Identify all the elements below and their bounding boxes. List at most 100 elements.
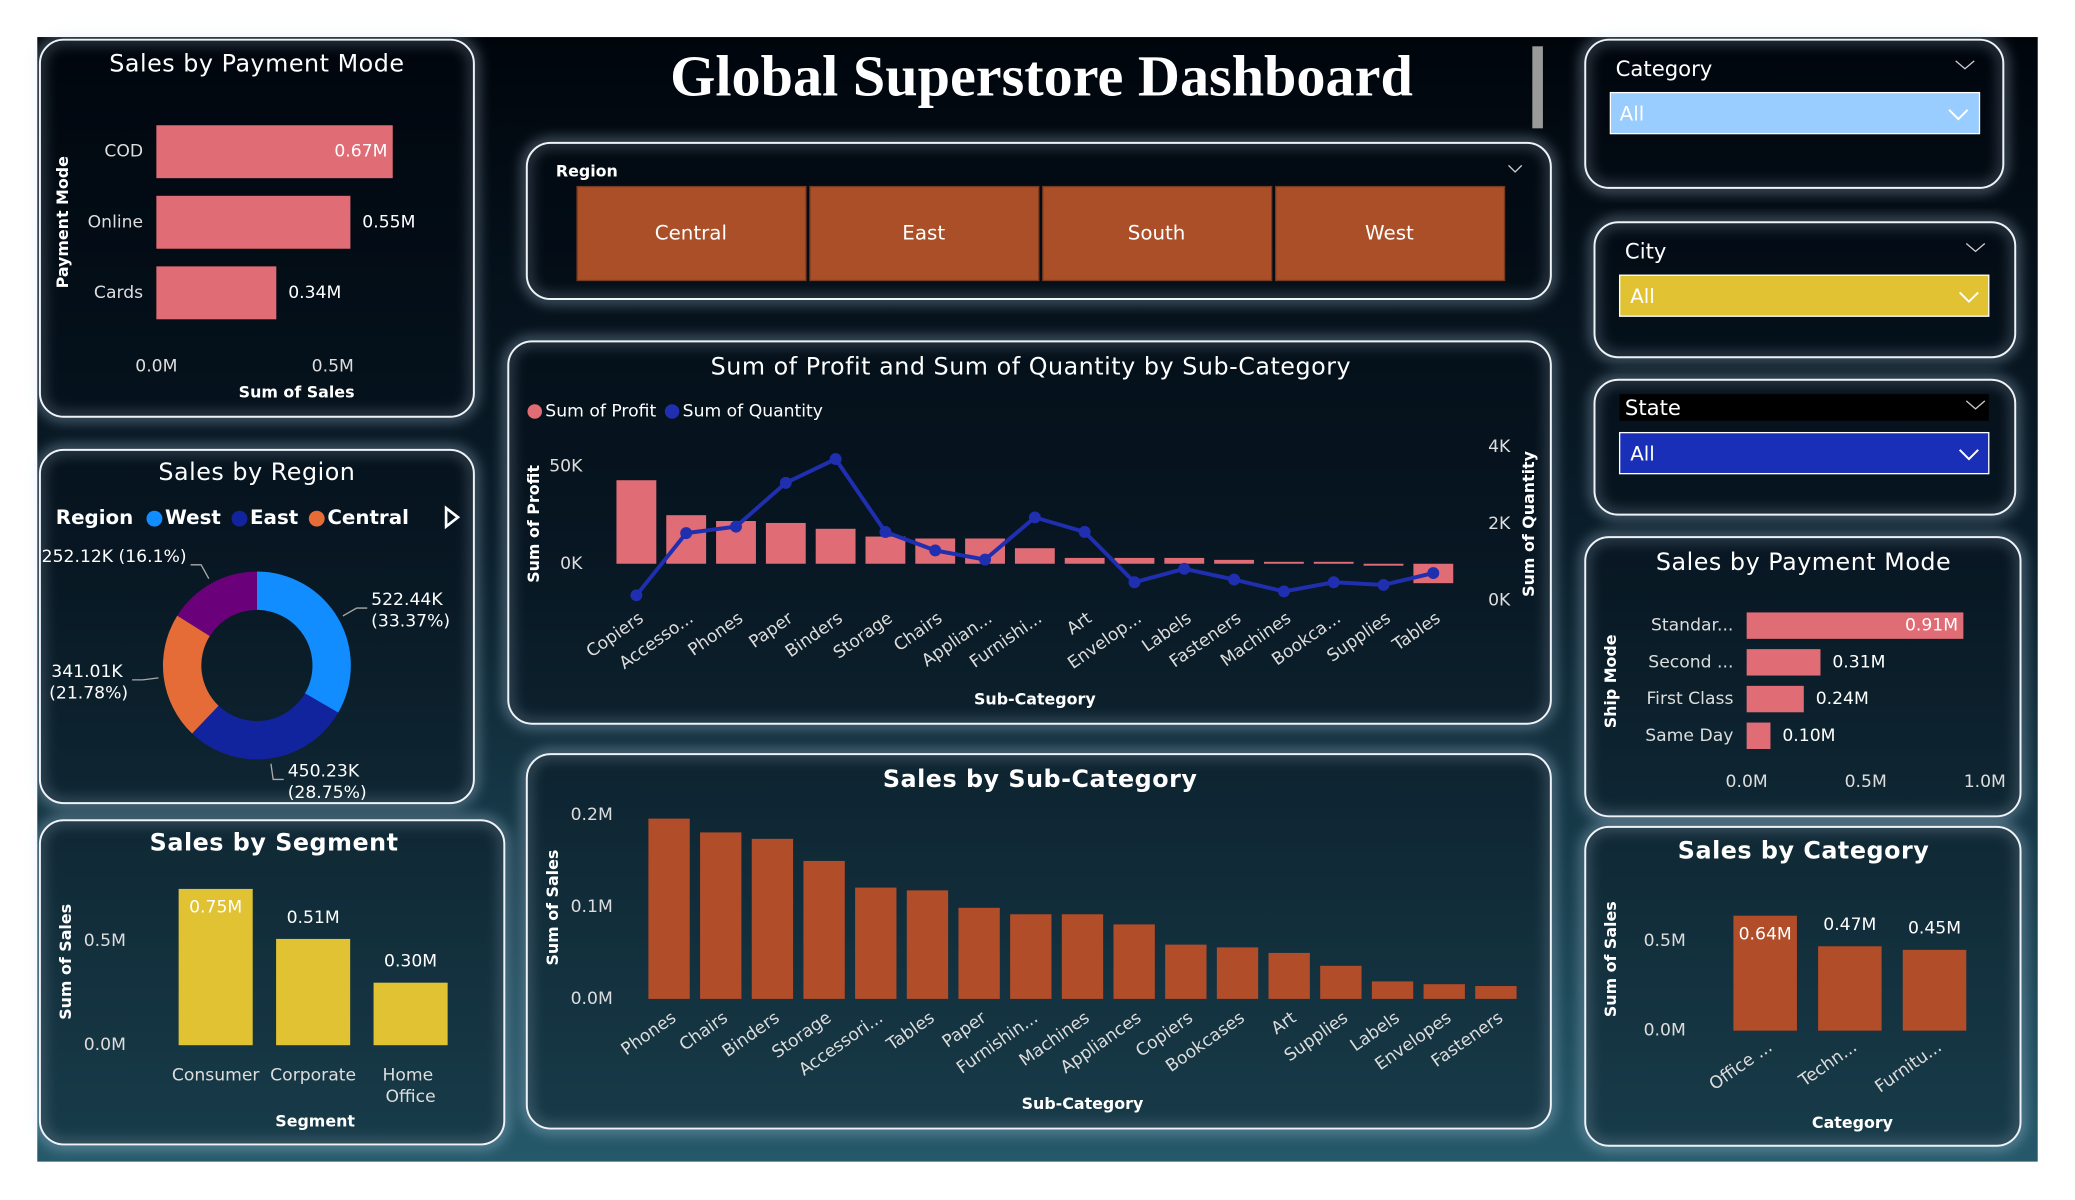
line-point xyxy=(879,526,892,538)
panel xyxy=(507,340,1552,725)
y-tick-label: 0.5M xyxy=(1644,931,1686,951)
legend-scroll[interactable] xyxy=(444,505,461,530)
line-point xyxy=(1078,526,1091,538)
bar xyxy=(1746,685,1804,713)
bar xyxy=(1475,986,1517,999)
bar xyxy=(1818,946,1882,1031)
y-tick-label: 0.0M xyxy=(84,1035,126,1055)
data-label: 0.91M xyxy=(1905,616,1958,636)
dropdown-value[interactable]: All xyxy=(1620,103,1645,126)
chevron[interactable] xyxy=(1958,449,1979,461)
slicer-button[interactable] xyxy=(576,185,807,282)
data-label: 0.10M xyxy=(1782,726,1835,746)
line-point xyxy=(630,589,643,602)
data-label: 0.75M xyxy=(189,897,242,917)
data-label: 0.45M xyxy=(1908,919,1961,939)
dashboard-title: Global Superstore Dashboard xyxy=(670,43,1413,108)
data-label: 0.31M xyxy=(1832,652,1885,672)
bar xyxy=(751,838,794,999)
slicer-button[interactable] xyxy=(809,185,1040,282)
bar xyxy=(373,982,448,1046)
donut-slice xyxy=(177,571,257,637)
chevron[interactable] xyxy=(1948,109,1969,121)
line-point xyxy=(1028,511,1041,524)
chevron[interactable] xyxy=(1508,164,1523,173)
line-point xyxy=(1128,576,1141,589)
donut-slice xyxy=(162,615,219,734)
bar xyxy=(958,907,1000,999)
leader-line xyxy=(132,677,159,681)
legend-label: West xyxy=(165,506,221,529)
bar xyxy=(1114,557,1155,564)
x-axis-title: Sub-Category xyxy=(974,689,1096,708)
slicer-option[interactable]: South xyxy=(1128,222,1186,245)
bar xyxy=(1061,914,1104,999)
leader-line xyxy=(342,607,368,617)
line-point xyxy=(1277,585,1290,598)
data-label: 522.44K (33.37%) xyxy=(371,590,450,631)
line-point xyxy=(1427,567,1440,579)
bar xyxy=(1902,949,1967,1031)
bar xyxy=(1733,915,1797,1031)
slicer-option[interactable]: East xyxy=(902,222,945,245)
y-tick-label: 0.0M xyxy=(1644,1021,1686,1041)
bar xyxy=(1363,563,1404,566)
dropdown-value[interactable]: All xyxy=(1630,443,1655,466)
legend-marker xyxy=(146,510,163,527)
slicer-button[interactable] xyxy=(1042,185,1273,282)
data-label: 0.64M xyxy=(1739,924,1792,944)
dropdown[interactable] xyxy=(1618,274,1990,317)
bar xyxy=(1216,947,1259,999)
slicer-button[interactable] xyxy=(1274,185,1506,282)
bar xyxy=(1746,722,1771,749)
data-label: 0.67M xyxy=(334,142,387,162)
bar xyxy=(1320,965,1362,999)
dropdown-value[interactable]: All xyxy=(1630,285,1655,308)
bar xyxy=(855,887,897,999)
y-tick-label: 50K xyxy=(549,457,583,477)
x-tick-label: 0.0M xyxy=(1726,772,1768,792)
donut-slice xyxy=(256,571,351,713)
y-tick-label: Standar... xyxy=(1651,616,1733,636)
bar xyxy=(906,890,949,999)
region-buttons: Central East South West xyxy=(576,185,1506,282)
x-axis-title: Segment xyxy=(275,1111,355,1130)
chevron[interactable] xyxy=(1955,60,1975,70)
line-point xyxy=(1327,576,1340,589)
dropdown[interactable] xyxy=(1618,431,1990,475)
chart-title: Sales by Category xyxy=(1678,837,1929,865)
chart-title: Sales by Payment Mode xyxy=(1656,548,1951,576)
chevron[interactable] xyxy=(1958,291,1979,304)
y-tick-label: 0.1M xyxy=(571,897,613,917)
bar xyxy=(648,818,690,999)
x-tick-label: 0.5M xyxy=(312,356,354,376)
line-point xyxy=(1377,578,1390,591)
legend-label: East xyxy=(250,506,299,529)
dropdown[interactable] xyxy=(1609,91,1981,135)
y-tick-label: Cards xyxy=(94,283,143,303)
data-label: 0.34M xyxy=(288,283,341,303)
data-label: 252.12K (16.1%) xyxy=(42,547,187,567)
y-axis-title: Sum of Sales xyxy=(1601,901,1620,1017)
chart-title: Sales by Region xyxy=(158,458,355,486)
leader-line xyxy=(270,763,284,781)
y-tick-label: Second ... xyxy=(1648,652,1733,672)
chevron[interactable] xyxy=(1965,400,1986,410)
slicer-option[interactable]: Central xyxy=(655,222,727,245)
chevron[interactable] xyxy=(1965,242,1986,253)
legend-marker xyxy=(527,404,543,419)
slicer-option[interactable]: West xyxy=(1365,222,1414,245)
bar xyxy=(1268,952,1310,999)
slicer-title: City xyxy=(1625,239,1666,264)
y-tick-label: First Class xyxy=(1647,689,1734,709)
bar xyxy=(1313,561,1354,564)
x-tick-label: 0.5M xyxy=(1845,772,1887,792)
y-tick-label: 0.2M xyxy=(571,805,613,825)
y-axis-title: Sum of Sales xyxy=(56,904,75,1020)
panel xyxy=(1584,825,2022,1147)
bar xyxy=(1746,649,1821,676)
y-tick-label: 0K xyxy=(560,554,583,574)
bar xyxy=(1263,561,1304,564)
y-tick-label: Same Day xyxy=(1645,726,1733,746)
